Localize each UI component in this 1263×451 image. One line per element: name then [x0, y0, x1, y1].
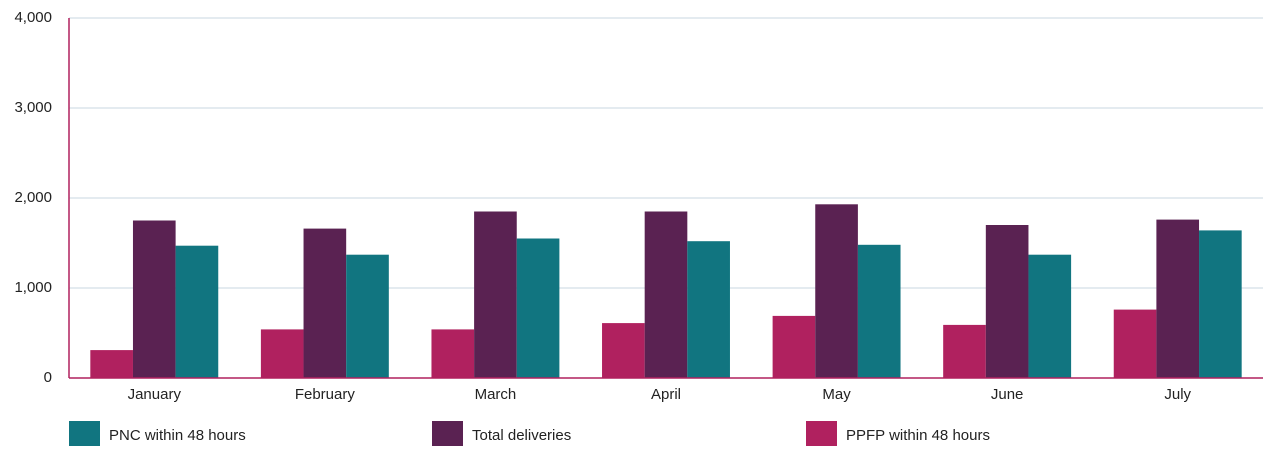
bar	[132, 220, 176, 378]
bar	[1156, 219, 1200, 378]
bar	[772, 315, 816, 378]
y-tick-label: 0	[44, 369, 52, 386]
x-tick-label: July	[1164, 386, 1191, 403]
bar	[985, 225, 1029, 378]
bar	[943, 324, 986, 378]
y-tick-label: 1,000	[14, 279, 52, 296]
bar	[687, 241, 730, 378]
bar	[175, 245, 219, 378]
legend-swatch	[69, 421, 100, 446]
bar	[815, 204, 858, 378]
legend-label: Total deliveries	[472, 427, 571, 444]
y-tick-label: 3,000	[14, 99, 52, 116]
legend-swatch	[432, 421, 463, 446]
x-tick-label: May	[822, 386, 851, 403]
bar	[602, 323, 645, 378]
bar	[1113, 309, 1157, 378]
x-tick-label: March	[475, 386, 517, 403]
x-tick-label: April	[651, 386, 681, 403]
bar	[857, 244, 901, 378]
bar	[346, 254, 389, 378]
bar	[474, 211, 517, 378]
legend-label: PNC within 48 hours	[109, 427, 246, 444]
x-tick-label: June	[991, 386, 1024, 403]
bar	[431, 329, 475, 378]
bar	[516, 238, 560, 378]
bar	[90, 350, 133, 378]
legend-swatch	[806, 421, 837, 446]
legend-label: PPFP within 48 hours	[846, 427, 990, 444]
x-tick-label: January	[128, 386, 182, 403]
y-tick-label: 4,000	[14, 9, 52, 26]
x-tick-label: February	[295, 386, 356, 403]
bar	[1199, 230, 1242, 378]
bar	[260, 329, 304, 378]
bar	[303, 228, 347, 378]
bar	[1028, 254, 1072, 378]
y-tick-label: 2,000	[14, 189, 52, 206]
bar	[644, 211, 688, 378]
